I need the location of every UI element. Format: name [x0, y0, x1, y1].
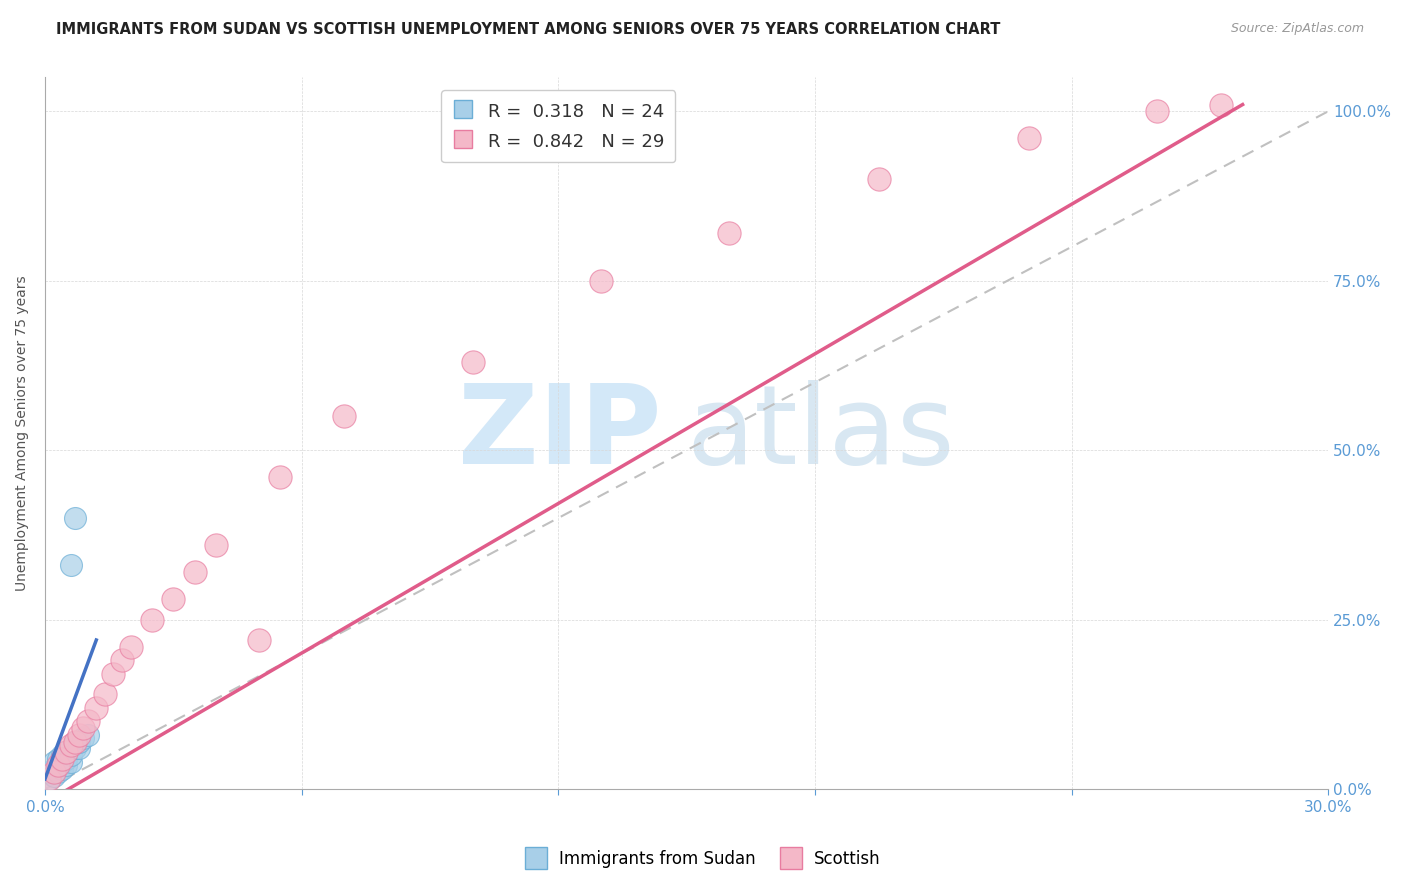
Point: [76, 714, 98, 729]
Point: [247, 633, 270, 648]
Point: [38, 772, 60, 786]
Point: [55, 751, 77, 765]
Point: [120, 640, 142, 654]
Legend: R =  0.318   N = 24, R =  0.842   N = 29: R = 0.318 N = 24, R = 0.842 N = 29: [441, 90, 675, 162]
Point: [59, 755, 82, 769]
Point: [1211, 97, 1233, 112]
Point: [72, 731, 94, 746]
Point: [55, 745, 77, 759]
Point: [162, 592, 184, 607]
Text: Source: ZipAtlas.com: Source: ZipAtlas.com: [1230, 22, 1364, 36]
Point: [38, 772, 60, 786]
Y-axis label: Unemployment Among Seniors over 75 years: Unemployment Among Seniors over 75 years: [15, 276, 30, 591]
Point: [51, 751, 73, 765]
Point: [46, 751, 69, 765]
Point: [46, 758, 69, 772]
Point: [59, 738, 82, 752]
Point: [1146, 104, 1168, 119]
Text: IMMIGRANTS FROM SUDAN VS SCOTTISH UNEMPLOYMENT AMONG SENIORS OVER 75 YEARS CORRE: IMMIGRANTS FROM SUDAN VS SCOTTISH UNEMPL…: [56, 22, 1001, 37]
Text: atlas: atlas: [686, 380, 955, 487]
Text: ZIP: ZIP: [457, 380, 661, 487]
Point: [94, 687, 117, 701]
Point: [205, 538, 228, 552]
Point: [72, 721, 94, 735]
Point: [103, 667, 125, 681]
Legend: Immigrants from Sudan, Scottish: Immigrants from Sudan, Scottish: [519, 844, 887, 875]
Point: [63, 734, 86, 748]
Point: [63, 511, 86, 525]
Point: [46, 765, 69, 780]
Point: [42, 762, 65, 776]
Point: [67, 728, 90, 742]
Point: [333, 409, 356, 424]
Point: [55, 745, 77, 759]
Point: [59, 558, 82, 573]
Point: [67, 741, 90, 756]
Point: [46, 758, 69, 772]
Point: [868, 172, 890, 186]
Point: [38, 765, 60, 780]
Point: [589, 274, 612, 288]
Point: [63, 741, 86, 756]
Point: [51, 762, 73, 776]
Point: [461, 355, 484, 369]
Point: [718, 227, 741, 241]
Point: [141, 613, 163, 627]
Point: [42, 768, 65, 782]
Point: [111, 653, 134, 667]
Point: [269, 470, 291, 484]
Point: [76, 728, 98, 742]
Point: [183, 566, 205, 580]
Point: [63, 734, 86, 748]
Point: [1018, 131, 1040, 145]
Point: [67, 734, 90, 748]
Point: [51, 748, 73, 763]
Point: [59, 748, 82, 763]
Point: [42, 765, 65, 780]
Point: [55, 758, 77, 772]
Point: [84, 701, 107, 715]
Point: [51, 755, 73, 769]
Point: [42, 755, 65, 769]
